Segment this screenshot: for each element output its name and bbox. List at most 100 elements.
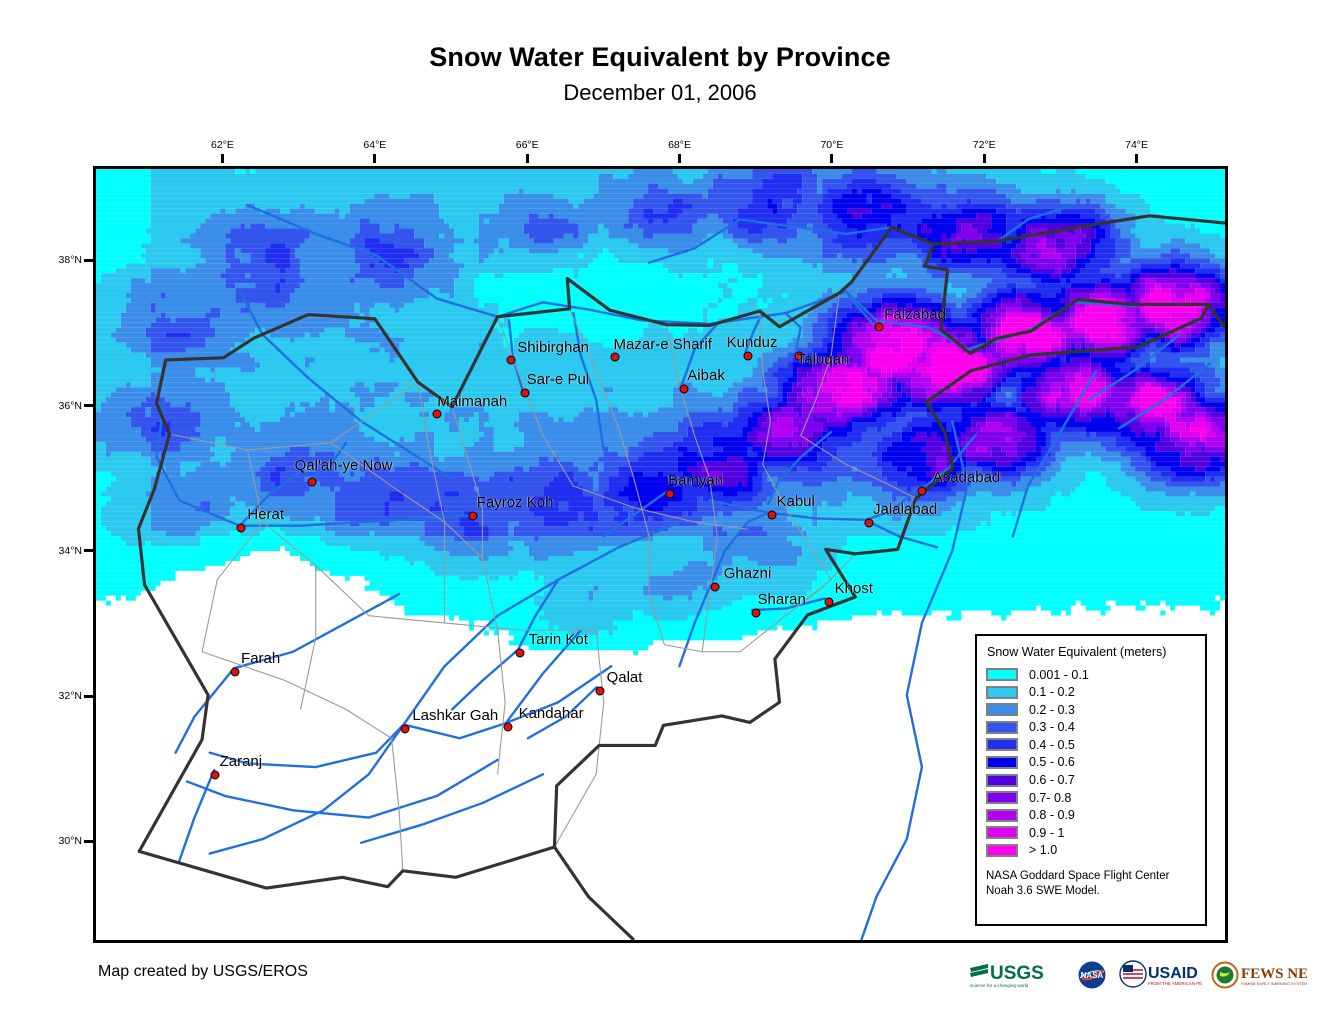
city-marker[interactable]: [400, 724, 410, 734]
city-marker[interactable]: [468, 511, 478, 521]
legend-label: 0.1 - 0.2: [1029, 685, 1075, 700]
city-marker[interactable]: [520, 388, 530, 398]
city-label: Qal'ah-ye Now: [294, 456, 393, 474]
cities-layer: Faizabad Kunduz Taluqan Mazar-e Sharif Shibi…: [96, 169, 1225, 940]
footer-credit: Map created by USGS/EROS: [98, 963, 308, 980]
city-marker[interactable]: [515, 648, 525, 658]
svg-text:science for a changing world: science for a changing world: [970, 983, 1029, 988]
legend-swatch: [986, 738, 1018, 752]
svg-text:USAID: USAID: [1148, 965, 1198, 982]
city-marker[interactable]: [665, 489, 675, 499]
city-label: Sar-e Pul: [526, 370, 590, 388]
city-marker[interactable]: [210, 770, 220, 780]
city-marker[interactable]: [610, 352, 620, 362]
svg-text:FEWS NET: FEWS NET: [1241, 966, 1307, 982]
lat-tick: [84, 549, 93, 553]
city-marker[interactable]: [595, 686, 604, 696]
legend-label: 0.3 - 0.4: [1029, 720, 1075, 735]
legend-swatch: [986, 668, 1018, 681]
city-label: Herat: [247, 506, 285, 524]
lon-tick: [1135, 154, 1139, 163]
legend-label: 0.5 - 0.6: [1029, 755, 1075, 770]
lat-tick: [84, 694, 93, 698]
lon-label: 70°E: [820, 139, 844, 151]
legend-label: 0.2 - 0.3: [1029, 702, 1075, 717]
city-marker[interactable]: [864, 518, 874, 528]
legend-label: 0.4 - 0.5: [1029, 737, 1075, 752]
fewsnet-logo: FEWS NET FAMINE EARLY WARNING SYSTEMS NE…: [1211, 959, 1307, 991]
legend-panel: Snow Water Equivalent (meters) 0.001 - 0…: [975, 634, 1207, 926]
legend-row: 0.9 - 1: [986, 824, 1205, 841]
usaid-logo: USAID FROM THE AMERICAN PEOPLE: [1118, 959, 1202, 991]
legend-swatch: [986, 826, 1018, 840]
legend-swatch: [986, 791, 1018, 805]
city-label: Faizabad: [884, 306, 946, 324]
page-subtitle: December 01, 2006: [563, 80, 757, 106]
lat-label: 38°N: [58, 254, 82, 267]
lon-label: 64°E: [363, 139, 387, 151]
legend-swatch: [986, 773, 1018, 787]
city-marker[interactable]: [710, 582, 720, 592]
city-marker[interactable]: [307, 477, 317, 487]
city-label: Shibirghan: [517, 338, 589, 356]
usgs-logo: USGS science for a changing world: [968, 959, 1066, 991]
legend-row: 0.5 - 0.6: [986, 754, 1205, 771]
city-marker[interactable]: [794, 351, 804, 361]
city-marker[interactable]: [743, 351, 753, 361]
city-marker[interactable]: [824, 597, 834, 607]
city-label: Mazar-e Sharif: [613, 336, 712, 354]
legend-row: 0.4 - 0.5: [986, 736, 1205, 753]
legend-row: 0.2 - 0.3: [986, 701, 1205, 718]
city-marker[interactable]: [236, 523, 246, 533]
city-label: Jalalabad: [873, 500, 938, 518]
legend-row: 0.001 - 0.1: [986, 666, 1205, 683]
legend-row: 0.3 - 0.4: [986, 719, 1205, 736]
legend-title: Snow Water Equivalent (meters): [987, 645, 1167, 659]
city-label: Asadabad: [932, 468, 1001, 486]
legend-swatch: [986, 755, 1018, 769]
svg-text:NASA: NASA: [1081, 971, 1104, 980]
city-label: Bamyan: [668, 472, 724, 490]
city-marker[interactable]: [503, 722, 513, 732]
legend-row: 0.1 - 0.2: [986, 684, 1205, 701]
legend-label: 0.7- 0.8: [1029, 790, 1072, 805]
city-marker[interactable]: [432, 409, 442, 419]
city-marker[interactable]: [751, 608, 761, 618]
city-marker[interactable]: [230, 667, 240, 677]
map-frame[interactable]: Faizabad Kunduz Taluqan Mazar-e Sharif Shibi…: [93, 166, 1228, 943]
lon-tick: [525, 154, 529, 163]
province-boundaries-layer: [169, 292, 917, 871]
city-marker[interactable]: [679, 384, 689, 394]
legend-swatch: [986, 685, 1018, 699]
lat-label: 36°N: [58, 399, 82, 412]
legend-label: 0.6 - 0.7: [1029, 773, 1075, 788]
city-label: Kabul: [776, 493, 815, 511]
city-label: Farah: [241, 650, 281, 668]
city-label: Ghazni: [723, 564, 772, 582]
city-label: Tarin Kot: [528, 631, 588, 649]
svg-text:FROM THE AMERICAN PEOPLE: FROM THE AMERICAN PEOPLE: [1148, 981, 1202, 986]
svg-text:USGS: USGS: [990, 963, 1044, 984]
city-label: Fayroz Koh: [476, 494, 554, 512]
city-marker[interactable]: [767, 510, 777, 520]
svg-text:FAMINE EARLY WARNING SYSTEMS N: FAMINE EARLY WARNING SYSTEMS NETWORK: [1241, 981, 1307, 986]
city-label: Maimanah: [437, 393, 508, 411]
legend-swatch: [986, 808, 1018, 822]
city-label: Aibak: [687, 367, 725, 385]
legend-label: > 1.0: [1029, 843, 1058, 858]
nasa-logo: NASA: [1075, 959, 1109, 991]
city-marker[interactable]: [874, 322, 884, 332]
lat-tick: [84, 839, 93, 843]
legend-swatch: [986, 703, 1018, 717]
legend-label: 0.8 - 0.9: [1029, 808, 1075, 823]
logo-bar: USGS science for a changing world NASA U…: [968, 957, 1307, 993]
city-label: Khost: [834, 579, 873, 597]
lat-tick: [84, 404, 93, 408]
lon-label: 72°E: [972, 139, 996, 151]
city-marker[interactable]: [506, 355, 516, 365]
city-label: Kunduz: [726, 333, 778, 351]
city-marker[interactable]: [917, 486, 927, 496]
legend-source-line2: Noah 3.6 SWE Model.: [986, 885, 1100, 898]
lon-tick: [678, 154, 682, 163]
city-label: Qalat: [606, 669, 643, 687]
